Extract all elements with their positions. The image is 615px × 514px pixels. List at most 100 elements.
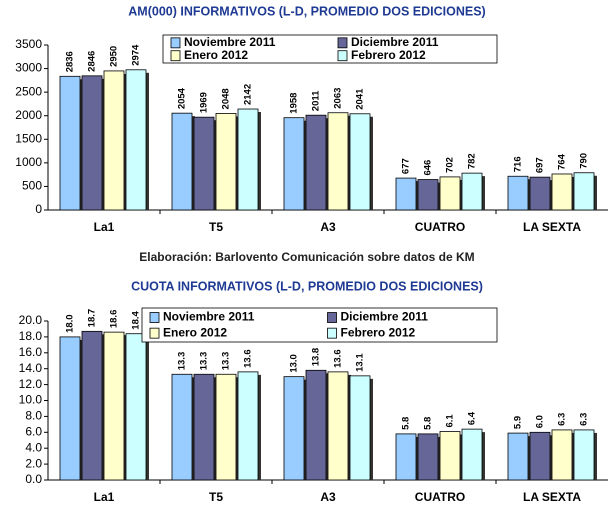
bar	[551, 173, 573, 211]
y-tick-label: 0	[35, 202, 42, 216]
legend-swatch	[337, 37, 348, 49]
value-label: 6.3	[557, 413, 568, 426]
value-label: 2041	[355, 88, 366, 110]
bar	[59, 336, 81, 481]
x-tick-label: A3	[320, 490, 336, 504]
value-label: 2054	[177, 87, 188, 109]
y-tick-label: 18.0	[19, 329, 43, 343]
value-label: 5.9	[513, 416, 524, 429]
bar	[529, 431, 551, 481]
value-label: 1958	[289, 93, 300, 114]
legend-swatch	[170, 37, 181, 49]
value-label: 2142	[243, 84, 254, 105]
caption: Elaboración: Barlovento Comunicación sob…	[139, 250, 474, 264]
bar	[283, 376, 305, 481]
bar	[171, 373, 193, 481]
y-tick-label: 3000	[15, 61, 42, 75]
bar	[215, 113, 237, 211]
legend-swatch	[149, 327, 160, 339]
x-tick-label: CUATRO	[415, 220, 465, 234]
bar	[573, 429, 595, 481]
bar	[551, 429, 573, 481]
x-tick-label: A3	[320, 220, 336, 234]
legend-label: Febrero 2012	[351, 48, 426, 62]
y-tick-label: 12.0	[19, 377, 43, 391]
y-tick-label: 16.0	[19, 345, 43, 359]
bar	[125, 333, 147, 481]
legend-label: Febrero 2012	[341, 325, 416, 339]
x-tick-label: T5	[209, 490, 223, 504]
bar	[171, 112, 193, 211]
bar	[193, 373, 215, 481]
bar	[59, 75, 81, 211]
bar	[395, 177, 417, 211]
bar	[305, 369, 327, 481]
bar	[573, 172, 595, 211]
y-tick-label: 1500	[15, 131, 42, 145]
value-label: 13.1	[355, 353, 366, 372]
legend-swatch	[170, 50, 181, 62]
value-label: 702	[445, 157, 456, 173]
bar	[81, 330, 103, 481]
value-label: 2048	[221, 88, 232, 109]
legend-swatch	[149, 312, 160, 323]
bar	[461, 172, 483, 211]
value-label: 6.3	[579, 413, 590, 426]
value-label: 5.8	[423, 417, 434, 430]
y-tick-label: 1000	[15, 155, 42, 169]
bar	[529, 176, 551, 211]
value-label: 13.6	[333, 349, 344, 368]
value-label: 6.4	[467, 411, 478, 425]
bar	[395, 433, 417, 481]
bar	[461, 428, 483, 481]
x-tick-label: La1	[94, 220, 115, 234]
x-tick-label: CUATRO	[415, 490, 465, 504]
value-label: 2011	[311, 90, 322, 111]
bar	[305, 114, 327, 211]
bar	[327, 371, 349, 481]
bar	[193, 116, 215, 211]
legend-swatch	[337, 50, 348, 62]
value-label: 13.0	[289, 354, 300, 373]
legend-label: Enero 2012	[184, 48, 248, 62]
value-label: 6.1	[445, 414, 456, 428]
legend-swatch	[327, 312, 337, 323]
y-tick-label: 500	[22, 179, 42, 193]
bar	[327, 112, 349, 211]
legend-label: Diciembre 2011	[341, 310, 429, 324]
value-label: 716	[513, 156, 524, 172]
legend-label: Enero 2012	[163, 325, 227, 339]
value-label: 764	[557, 153, 568, 170]
bar	[349, 375, 371, 481]
y-tick-label: 4.0	[25, 440, 42, 454]
y-tick-label: 2000	[15, 108, 42, 122]
value-label: 18.6	[109, 310, 120, 329]
x-tick-label: LA SEXTA	[523, 220, 581, 234]
y-tick-label: 2500	[15, 84, 42, 98]
bar	[125, 69, 147, 211]
bar	[81, 75, 103, 211]
value-label: 646	[423, 160, 434, 176]
bar	[439, 431, 461, 481]
value-label: 18.7	[87, 309, 98, 328]
x-tick-label: LA SEXTA	[523, 490, 581, 504]
bar	[237, 108, 259, 211]
bar	[507, 175, 529, 211]
value-label: 782	[467, 153, 478, 169]
value-label: 5.8	[401, 417, 412, 430]
chart-title: AM(000) INFORMATIVOS (L-D, PROMEDIO DOS …	[128, 4, 485, 18]
bar	[439, 176, 461, 211]
y-tick-label: 3500	[15, 37, 42, 51]
value-label: 677	[401, 158, 412, 174]
bar	[507, 432, 529, 481]
bar	[103, 70, 125, 211]
value-label: 6.0	[535, 415, 546, 428]
value-label: 2846	[87, 51, 98, 72]
value-label: 2836	[65, 51, 76, 72]
bar	[215, 373, 237, 481]
value-label: 13.8	[311, 348, 322, 367]
bar	[237, 371, 259, 481]
value-label: 2974	[131, 44, 142, 66]
legend-label: Diciembre 2011	[351, 35, 439, 49]
